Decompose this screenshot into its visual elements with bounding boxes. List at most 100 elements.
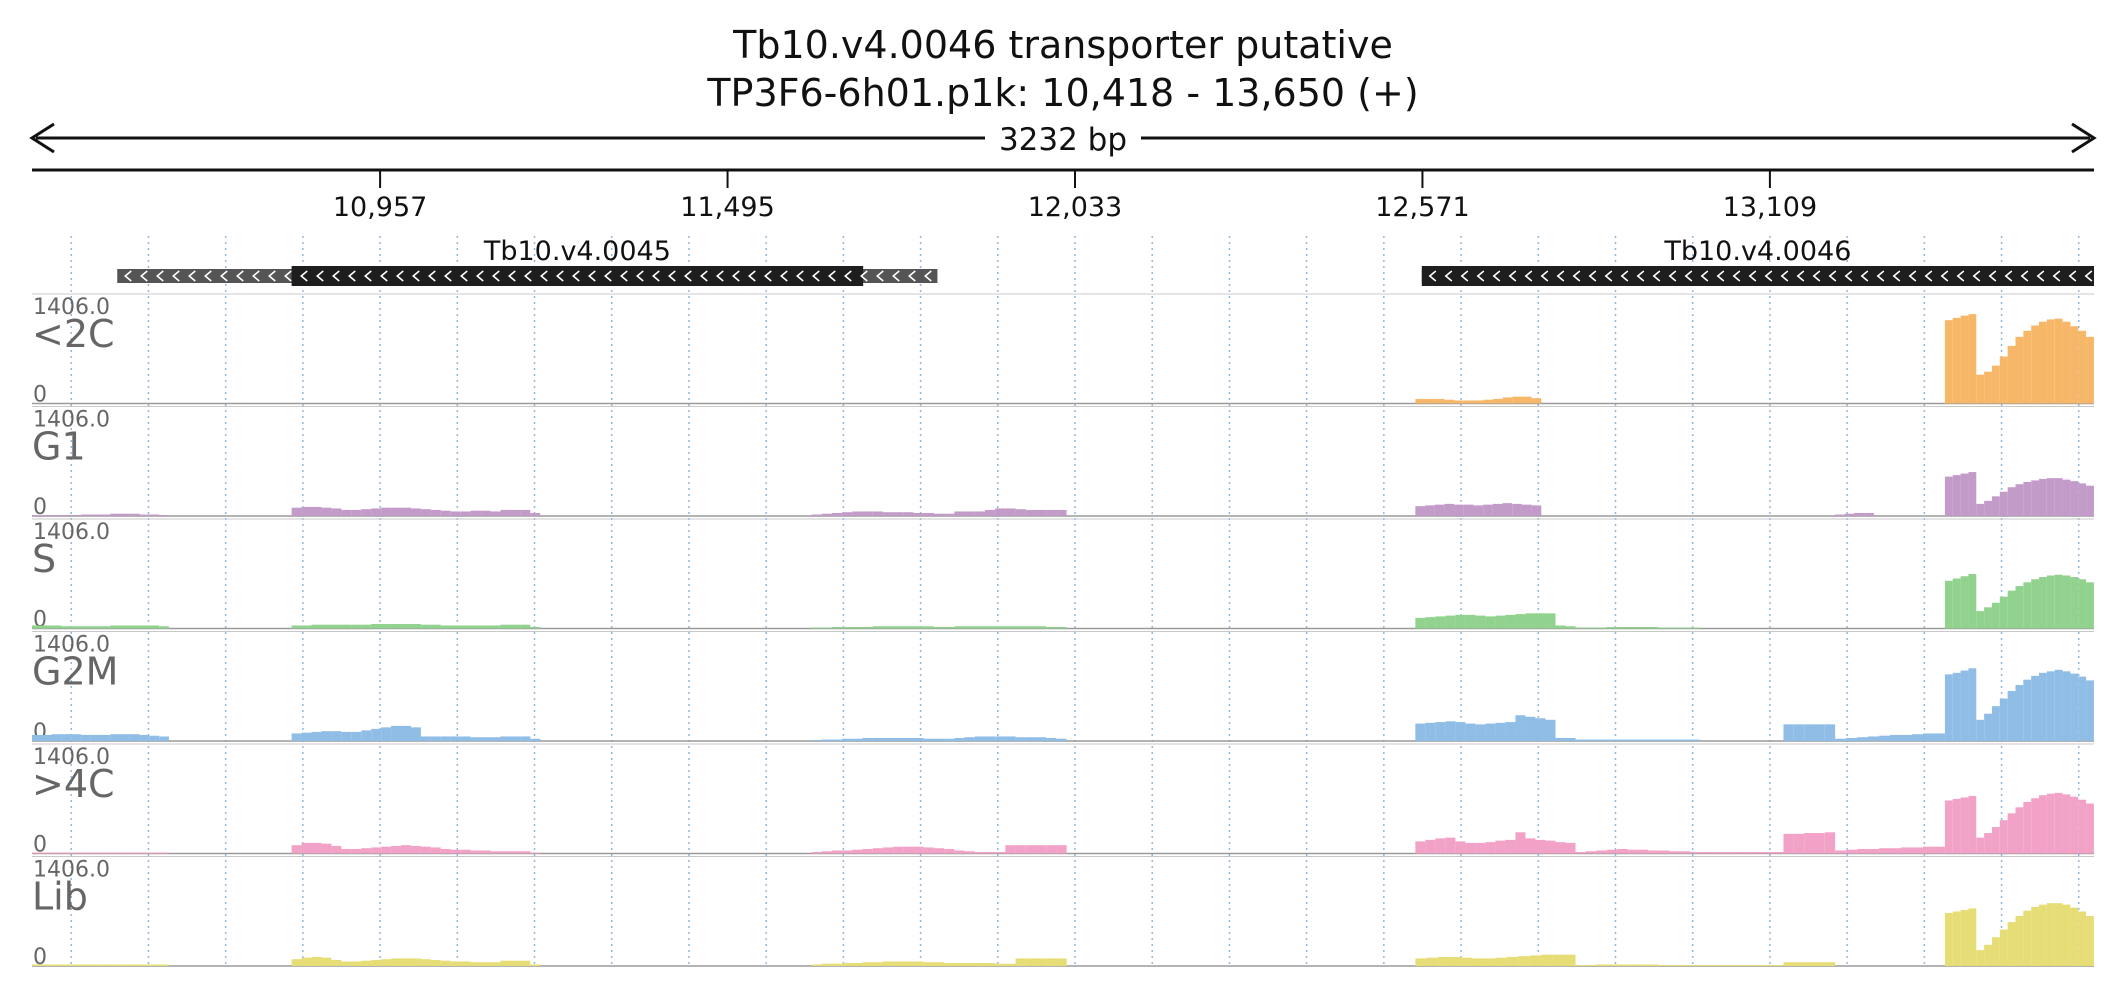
gene-strand-chevron (555, 270, 564, 282)
coverage-bar (420, 736, 431, 741)
coverage-bar (1731, 965, 1742, 966)
coverage-bar (341, 509, 352, 516)
coverage-bar (1944, 800, 1953, 854)
coverage-bar (1617, 848, 1628, 854)
coverage-bar (1415, 723, 1426, 741)
coverage-bar (1545, 719, 1556, 741)
coverage-bar (331, 959, 342, 966)
coverage-bar (1495, 722, 1506, 741)
coverage-bar (995, 851, 1006, 854)
coverage-bar (1005, 845, 1016, 854)
coverage-bar (440, 960, 451, 966)
coverage-bar (1648, 964, 1659, 966)
coverage-bar (1844, 513, 1855, 516)
gene-strand-chevron (1988, 270, 1997, 282)
coverage-bar (1857, 737, 1869, 741)
track-ymax-label: 1406.0 (33, 858, 110, 883)
coverage-bar (1056, 509, 1067, 516)
axis-tick-label: 12,571 (1375, 192, 1469, 223)
span-arrow-left (29, 122, 55, 154)
coverage-bar (2062, 321, 2071, 404)
coverage-bar (510, 960, 521, 966)
gene-strand-chevron (155, 270, 164, 282)
coverage-bar (974, 736, 985, 741)
coverage-bar (1445, 721, 1456, 741)
track-name-label: G1 (32, 425, 86, 469)
coverage-bar (1005, 963, 1016, 966)
coverage-bar (1879, 848, 1891, 854)
coverage-bar (1984, 607, 1992, 629)
coverage-bar (2070, 796, 2079, 854)
coverage-bar (1814, 962, 1825, 966)
coverage-bar (2031, 480, 2040, 516)
coverage-bar (1485, 842, 1496, 854)
coverage-bar (1449, 956, 1462, 966)
coverage-bar (460, 849, 471, 854)
coverage-bar (301, 957, 312, 966)
coverage-bar (893, 846, 904, 854)
coverage-bar (129, 964, 140, 966)
coverage-bar (1952, 798, 1961, 854)
coverage-bar (470, 510, 481, 516)
coverage-bar (1933, 733, 1945, 741)
coverage-bar (821, 627, 832, 629)
coverage-bar (2031, 798, 2040, 854)
coverage-bar (2007, 590, 2016, 629)
gene-strand-chevron (1604, 270, 1613, 282)
gene-strand-chevron (667, 270, 676, 282)
coverage-bar (1911, 734, 1923, 741)
coverage-bar (1606, 964, 1618, 966)
gene-strand-chevron (2036, 270, 2045, 282)
coverage-bar (1835, 738, 1847, 741)
coverage-bar (852, 962, 863, 966)
coverage-bar (500, 509, 511, 516)
gene-strand-chevron (587, 270, 596, 282)
coverage-bar (1505, 614, 1516, 629)
coverage-bar (2007, 345, 2016, 404)
coverage-bar (159, 626, 169, 629)
gene-strand-chevron (635, 270, 644, 282)
coverage-bar (341, 731, 352, 741)
coverage-bar (882, 847, 894, 854)
coverage-bar (831, 626, 843, 629)
coverage-bar (1535, 613, 1546, 629)
gene-strand-chevron (235, 270, 244, 282)
track-name-label: >4C (32, 762, 115, 806)
coverage-bar (149, 964, 160, 966)
coverage-bar (2039, 795, 2047, 854)
gene-strand-chevron (1860, 270, 1869, 282)
coverage-bar (530, 626, 541, 629)
coverage-bar (903, 512, 914, 516)
coverage-bar (139, 964, 150, 966)
coverage-bar (1944, 674, 1953, 741)
track-ymax-label: 1406.0 (33, 633, 110, 658)
coverage-bar (1741, 851, 1753, 854)
coverage-bar (2046, 319, 2055, 404)
coverage-bar (1991, 496, 2000, 516)
gene-strand-chevron (1732, 270, 1741, 282)
gene-strand-chevron (2068, 270, 2077, 282)
axis-tick-label: 10,957 (333, 192, 427, 223)
coverage-bar (80, 852, 91, 854)
track-ymax-label: 1406.0 (33, 520, 110, 545)
coverage-bar (1495, 957, 1507, 966)
coverage-bar (159, 852, 169, 854)
coverage-bar (1976, 950, 1985, 966)
coverage-bar (1056, 845, 1067, 854)
coverage-bar (520, 851, 531, 854)
gene-strand-chevron (779, 270, 788, 282)
coverage-bar (964, 737, 975, 741)
coverage-bar (1035, 626, 1047, 629)
coverage-bar (1025, 958, 1036, 966)
coverage-bar (1473, 505, 1484, 516)
coverage-bar (862, 848, 873, 854)
coverage-bar (301, 625, 312, 629)
coverage-bar (1658, 850, 1670, 854)
coverage-bar (933, 513, 945, 516)
coverage-bar (90, 514, 101, 516)
coverage-bar (2062, 904, 2071, 966)
coverage-bar (1438, 956, 1450, 966)
coverage-bar (862, 511, 873, 516)
coverage-bar (1461, 957, 1473, 966)
